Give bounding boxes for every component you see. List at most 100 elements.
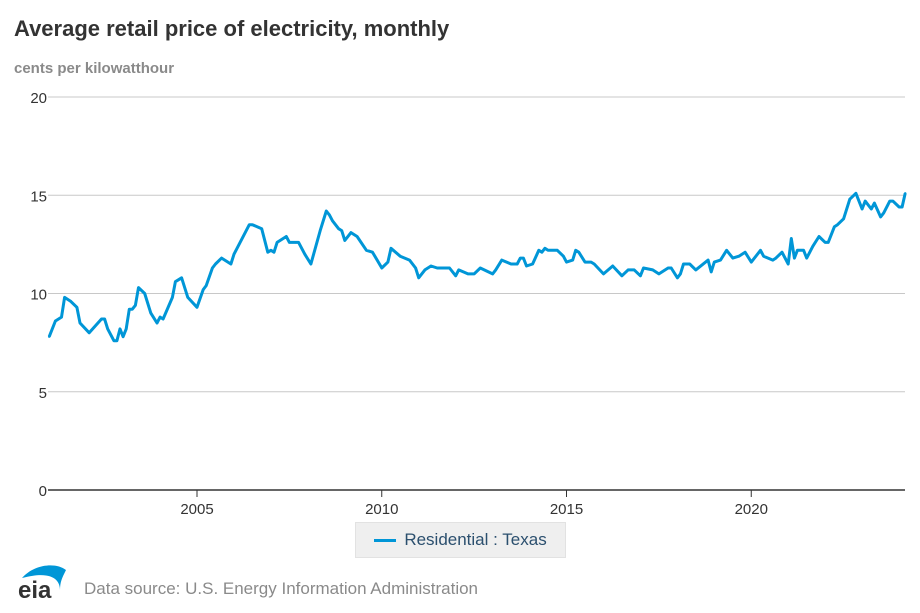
data-point[interactable] bbox=[303, 253, 306, 256]
data-point[interactable] bbox=[725, 249, 728, 252]
data-point[interactable] bbox=[155, 321, 159, 325]
data-point[interactable] bbox=[355, 235, 359, 238]
data-point[interactable] bbox=[494, 268, 497, 272]
data-point[interactable] bbox=[780, 251, 784, 254]
data-point[interactable] bbox=[516, 262, 519, 266]
data-point[interactable] bbox=[78, 321, 82, 325]
data-point[interactable] bbox=[719, 258, 722, 262]
data-point[interactable] bbox=[399, 254, 402, 258]
data-point[interactable] bbox=[285, 235, 288, 238]
data-point[interactable] bbox=[414, 266, 417, 270]
data-point[interactable] bbox=[128, 308, 131, 311]
data-point[interactable] bbox=[325, 209, 328, 213]
data-point[interactable] bbox=[833, 225, 836, 228]
data-point[interactable] bbox=[266, 251, 270, 254]
data-point[interactable] bbox=[186, 296, 189, 299]
data-point[interactable] bbox=[759, 249, 762, 252]
data-point[interactable] bbox=[69, 300, 72, 303]
data-point[interactable] bbox=[706, 258, 710, 262]
data-point[interactable] bbox=[743, 251, 747, 254]
data-point[interactable] bbox=[904, 192, 907, 195]
data-point[interactable] bbox=[562, 254, 565, 258]
data-point[interactable] bbox=[248, 223, 251, 226]
data-point[interactable] bbox=[571, 258, 574, 262]
data-point[interactable] bbox=[118, 327, 122, 331]
data-point[interactable] bbox=[491, 272, 494, 276]
data-point[interactable] bbox=[88, 331, 91, 334]
data-point[interactable] bbox=[229, 262, 233, 266]
data-point[interactable] bbox=[328, 213, 331, 217]
data-point[interactable] bbox=[710, 270, 713, 274]
data-point[interactable] bbox=[297, 241, 300, 244]
data-point[interactable] bbox=[294, 241, 297, 244]
data-point[interactable] bbox=[149, 311, 153, 315]
data-point[interactable] bbox=[75, 306, 79, 309]
data-point[interactable] bbox=[525, 264, 528, 268]
data-point[interactable] bbox=[380, 266, 383, 270]
data-point[interactable] bbox=[408, 258, 411, 262]
data-point[interactable] bbox=[260, 227, 263, 230]
data-point[interactable] bbox=[115, 339, 119, 342]
data-point[interactable] bbox=[457, 268, 460, 272]
data-point[interactable] bbox=[817, 235, 821, 238]
data-point[interactable] bbox=[762, 254, 765, 258]
data-point[interactable] bbox=[863, 199, 867, 203]
data-point[interactable] bbox=[232, 253, 236, 256]
series-line-residential-texas[interactable] bbox=[47, 191, 907, 343]
data-point[interactable] bbox=[100, 317, 103, 321]
data-point[interactable] bbox=[577, 251, 581, 254]
data-point[interactable] bbox=[836, 223, 839, 226]
data-point[interactable] bbox=[472, 272, 476, 276]
data-point[interactable] bbox=[774, 256, 778, 260]
data-point[interactable] bbox=[275, 241, 279, 244]
data-point[interactable] bbox=[466, 272, 470, 276]
data-point[interactable] bbox=[201, 288, 205, 291]
data-point[interactable] bbox=[796, 249, 799, 252]
data-point[interactable] bbox=[787, 262, 790, 266]
data-point[interactable] bbox=[331, 219, 334, 222]
data-point[interactable] bbox=[343, 239, 346, 242]
data-point[interactable] bbox=[891, 199, 895, 203]
data-point[interactable] bbox=[860, 207, 864, 211]
data-point[interactable] bbox=[888, 199, 892, 203]
data-point[interactable] bbox=[371, 251, 374, 254]
data-point[interactable] bbox=[565, 260, 568, 264]
data-point[interactable] bbox=[694, 268, 698, 272]
data-point[interactable] bbox=[823, 241, 827, 244]
data-point[interactable] bbox=[195, 306, 199, 309]
data-point[interactable] bbox=[848, 197, 851, 201]
data-point[interactable] bbox=[349, 231, 353, 234]
data-point[interactable] bbox=[651, 268, 654, 272]
data-point[interactable] bbox=[620, 274, 624, 278]
data-point[interactable] bbox=[211, 266, 214, 270]
data-point[interactable] bbox=[214, 262, 217, 266]
data-point[interactable] bbox=[134, 304, 137, 307]
data-point[interactable] bbox=[713, 260, 716, 264]
data-point[interactable] bbox=[272, 251, 276, 254]
data-point[interactable] bbox=[522, 256, 525, 260]
data-point[interactable] bbox=[124, 327, 128, 331]
data-point[interactable] bbox=[676, 276, 679, 279]
data-point[interactable] bbox=[657, 272, 661, 276]
data-point[interactable] bbox=[626, 268, 630, 272]
data-point[interactable] bbox=[137, 286, 140, 289]
data-point[interactable] bbox=[519, 256, 522, 260]
data-point[interactable] bbox=[750, 260, 753, 264]
data-point[interactable] bbox=[103, 317, 106, 321]
data-point[interactable] bbox=[669, 266, 673, 270]
data-point[interactable] bbox=[593, 262, 596, 266]
data-point[interactable] bbox=[854, 192, 858, 195]
data-point[interactable] bbox=[340, 229, 343, 232]
data-point[interactable] bbox=[666, 266, 670, 270]
data-point[interactable] bbox=[811, 245, 815, 248]
data-point[interactable] bbox=[205, 284, 208, 287]
data-point[interactable] bbox=[131, 308, 134, 311]
data-point[interactable] bbox=[429, 264, 433, 268]
data-point[interactable] bbox=[682, 262, 685, 266]
data-point[interactable] bbox=[790, 237, 793, 240]
data-point[interactable] bbox=[63, 296, 66, 299]
data-point[interactable] bbox=[220, 256, 223, 260]
data-point[interactable] bbox=[731, 256, 734, 260]
data-point[interactable] bbox=[771, 258, 775, 262]
data-point[interactable] bbox=[386, 260, 390, 264]
